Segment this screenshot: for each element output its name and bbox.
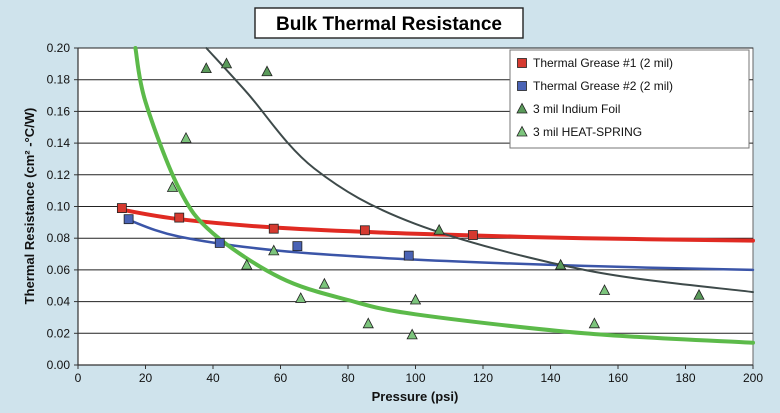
trendline-series-4 [133, 46, 755, 345]
x-tick-label: 80 [341, 371, 355, 385]
y-tick-label: 0.20 [47, 41, 71, 55]
data-point-series-3 [200, 62, 212, 74]
chart-title: Bulk Thermal Resistance [276, 14, 502, 35]
title-box [254, 7, 524, 39]
data-point-series-4 [166, 181, 179, 192]
trendline-series-3 [205, 47, 754, 294]
legend-label-series-2: Thermal Grease #2 (2 mil) [533, 79, 673, 93]
legend-box [509, 49, 750, 149]
y-tick-label: 0.06 [47, 263, 71, 277]
data-point-series-2 [292, 241, 303, 252]
y-tick-label: 0.12 [47, 168, 71, 182]
x-tick-label: 200 [743, 371, 763, 385]
legend-marker-series-2 [517, 81, 527, 91]
legend-label-series-3: 3 mil Indium Foil [533, 102, 620, 116]
x-tick-labels: 0 20 40 60 80 100 120 140 160 180 200 [75, 365, 763, 385]
data-points [116, 57, 705, 340]
x-tick-label: 120 [473, 371, 493, 385]
data-point-series-1 [359, 225, 370, 236]
data-point-series-1 [467, 230, 478, 240]
data-point-series-4 [180, 131, 192, 143]
data-point-series-1 [174, 212, 185, 223]
data-point-series-4 [241, 258, 253, 270]
x-tick-label: 60 [274, 371, 288, 385]
data-point-series-3 [261, 65, 273, 77]
x-tick-label: 160 [608, 371, 628, 385]
y-tick-label: 0.08 [47, 231, 71, 245]
legend: Thermal Grease #1 (2 mil) Thermal Grease … [509, 49, 750, 149]
x-tick-label: 140 [540, 371, 560, 385]
title-group: Bulk Thermal Resistance [254, 7, 524, 39]
x-tick-label: 180 [675, 371, 695, 385]
data-point-series-3 [220, 57, 233, 69]
data-point-series-4 [598, 284, 611, 295]
x-tick-label: 100 [405, 371, 425, 385]
data-point-series-4 [362, 317, 374, 329]
trendline-series-2 [127, 218, 755, 272]
legend-marker-series-4 [516, 125, 528, 137]
data-point-series-1 [116, 203, 127, 213]
data-point-series-3 [693, 288, 705, 300]
y-tick-label: 0.16 [47, 104, 71, 118]
y-tick-label: 0.00 [47, 358, 71, 372]
legend-label-series-1: Thermal Grease #1 (2 mil) [533, 56, 673, 70]
data-point-series-1 [268, 223, 279, 234]
data-point-series-2 [403, 250, 414, 261]
x-tick-label: 0 [75, 371, 82, 385]
y-tick-label: 0.02 [47, 326, 71, 340]
data-point-series-3 [433, 223, 445, 235]
x-tick-label: 40 [206, 371, 220, 385]
data-point-series-3 [554, 258, 567, 270]
y-tick-label: 0.04 [47, 295, 71, 309]
y-axis-title: Thermal Resistance (cm² -°C/W) [22, 108, 37, 305]
data-point-series-2 [214, 238, 225, 248]
x-tick-label: 20 [139, 371, 153, 385]
data-point-series-4 [295, 292, 307, 303]
data-point-series-4 [409, 293, 422, 305]
y-tick-labels: 0.00 0.02 0.04 0.06 0.08 0.10 0.12 0.14 0.16 0.18… [47, 41, 78, 372]
y-tick-label: 0.14 [47, 136, 71, 150]
data-point-series-4 [318, 277, 331, 289]
legend-label-series-4: 3 mil HEAT-SPRING [533, 125, 642, 139]
data-point-series-4 [406, 328, 418, 340]
data-point-series-4 [268, 244, 280, 256]
legend-marker-series-1 [517, 58, 527, 68]
legend-marker-series-3 [516, 102, 528, 114]
data-point-series-2 [123, 214, 134, 225]
y-tick-label: 0.18 [47, 73, 71, 87]
data-point-series-4 [588, 317, 601, 329]
x-axis-title: Pressure (psi) [372, 389, 459, 404]
y-tick-label: 0.10 [47, 200, 71, 214]
